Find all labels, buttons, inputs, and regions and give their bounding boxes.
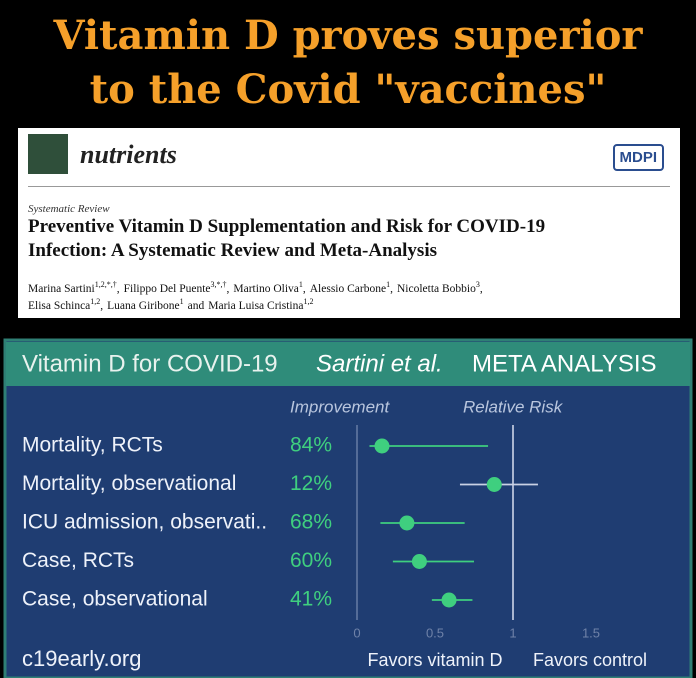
publisher: MDPI (612, 144, 664, 171)
author-name: Luana Giribone (107, 299, 180, 312)
improvement: 84% (290, 434, 332, 457)
panel (3, 338, 693, 678)
author-affiliation: 3 (475, 280, 480, 289)
separator: , (100, 299, 104, 312)
author-affiliation: 1,2 (303, 297, 314, 306)
separator: , (302, 282, 306, 295)
x-tick-label: 1.5 (582, 625, 600, 640)
column-header: Relative Risk (463, 397, 564, 416)
x-tick-label: 0 (353, 625, 360, 640)
author-name: Nicoletta Bobbio (396, 282, 476, 295)
chart-title: Vitamin D for COVID-19 (22, 350, 278, 377)
estimate-point (411, 554, 427, 569)
x-label: Favors vitamin D (367, 650, 502, 670)
improvement: 68% (290, 511, 332, 534)
author-name: Alessio Carbone (309, 282, 387, 295)
estimate-point (486, 477, 502, 492)
journal-name: nutrients (80, 140, 177, 169)
estimate-point (441, 592, 457, 608)
separator: and (187, 299, 205, 312)
paper-title: Preventive Vitamin D Supplementation and… (28, 216, 546, 237)
banner-line: to the Covid "vaccines" (89, 66, 607, 113)
author-affiliation: 1,2,*,† (94, 280, 117, 289)
header-bar (6, 342, 690, 386)
author-name: Elisa Schinca (28, 299, 91, 312)
paper-header: nutrients MDPI Systematic Review Prevent… (18, 128, 680, 318)
improvement: 60% (290, 549, 332, 572)
x-label: Favors control (533, 650, 647, 670)
paper-title: Infection: A Systematic Review and Meta-… (28, 240, 437, 261)
author-line: Marina Sartini1,2,*,†, Filippo Del Puente… (28, 280, 487, 295)
separator: , (116, 282, 120, 295)
improvement: 12% (290, 472, 332, 495)
article-type: Systematic Review (28, 203, 110, 215)
author-line: Elisa Schinca1,2, Luana Giribone1 and Maria… (28, 297, 313, 312)
author-affiliation: 1,2 (90, 297, 101, 306)
column-header: Improvement (290, 397, 390, 416)
author-affiliation: 1 (298, 280, 303, 289)
x-tick-label: 1 (509, 625, 516, 640)
improvement: 41% (290, 588, 332, 611)
journal-logo (28, 134, 68, 174)
author-affiliation: 1 (386, 280, 391, 289)
separator: , (479, 282, 483, 295)
rule (28, 186, 670, 187)
row-label: Mortality, RCTs (22, 434, 163, 457)
author-name: Maria Luisa Cristina (208, 299, 304, 312)
chart-authors: Sartini et al. (316, 350, 443, 377)
banner-line: Vitamin D proves superior (53, 12, 643, 59)
separator: , (390, 282, 393, 295)
author-affiliation: 1 (179, 297, 184, 306)
x-tick-label: 0.5 (426, 625, 444, 640)
chart-subtitle: META ANALYSIS (472, 350, 657, 377)
row-label: Mortality, observational (22, 472, 236, 495)
row-label: ICU admission, observati.. (22, 511, 267, 534)
row-label: Case, observational (22, 588, 208, 611)
author-name: Filippo Del Puente (123, 282, 211, 295)
separator: , (226, 282, 230, 295)
estimate-point (374, 438, 390, 454)
author-name: Martino Oliva (233, 282, 299, 295)
author-affiliation: 3,*,† (210, 280, 227, 289)
author-name: Marina Sartini (28, 282, 95, 295)
estimate-point (399, 515, 415, 531)
source: c19early.org (22, 646, 141, 671)
row-label: Case, RCTs (22, 549, 134, 572)
